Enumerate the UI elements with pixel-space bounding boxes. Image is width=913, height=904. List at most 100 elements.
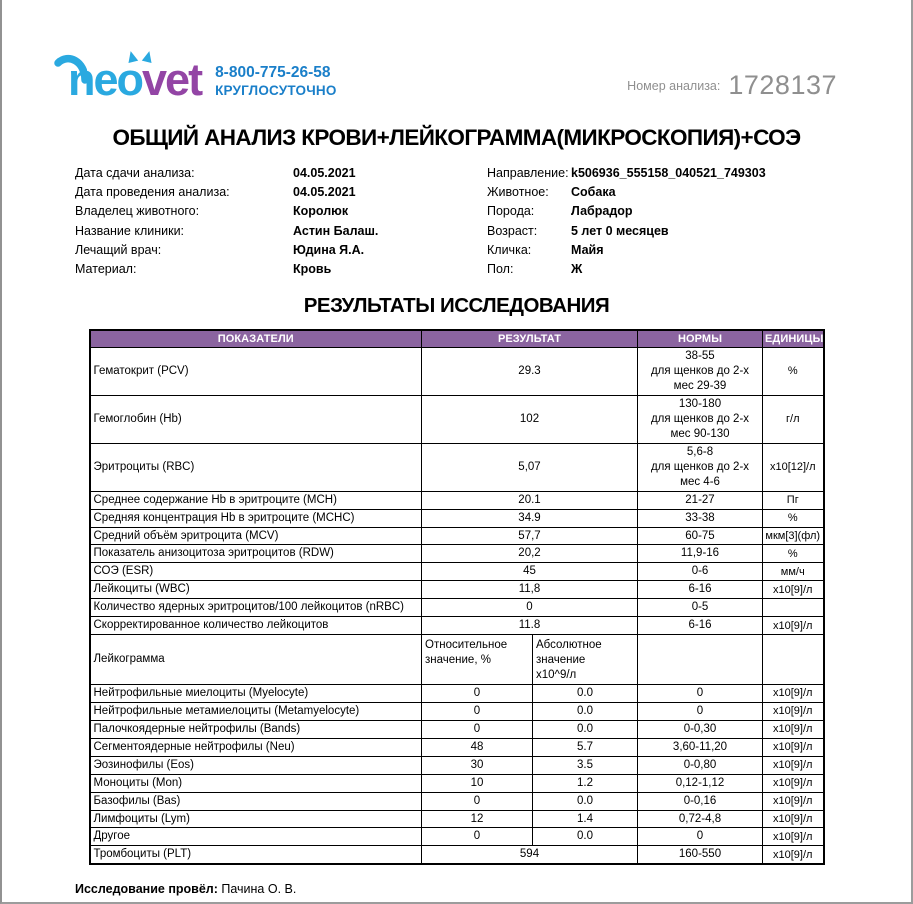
phone-number: 8-800-775-26-58 (215, 64, 331, 81)
cell-parameter: Сегментоядерные нейтрофилы (Neu) (89, 737, 422, 757)
info-row-right-4: Кличка: Майя (487, 241, 911, 260)
cell-result-relative: 0 (421, 701, 533, 721)
table-row: Тромбоциты (PLT) 594 160-550 x10[9]/л (89, 845, 824, 865)
cell-unit: x10[9]/л (762, 737, 824, 757)
info-label: Направление: (487, 166, 569, 180)
table-row: Скорректированное количество лейкоцитов 1… (89, 616, 824, 636)
column-header: ЕДИНИЦЫ (762, 329, 824, 349)
cell-parameter: Среднее содержание Hb в эритроците (MCH) (89, 490, 422, 510)
info-value: Ж (571, 262, 583, 277)
cell-norm: 60-75 (637, 526, 763, 546)
info-row-right-0: Направление: k506936_555158_040521_749303 (487, 164, 911, 183)
cell-unit: % (762, 544, 824, 564)
info-label: Порода: (487, 204, 535, 219)
performed-by-name: Пачина О. В. (221, 882, 297, 897)
info-value: Астин Балаш. (293, 223, 379, 238)
cell-parameter: Лейкограмма (89, 634, 422, 685)
cell-unit: мм/ч (762, 562, 824, 582)
cell-parameter: Нейтрофильные миелоциты (Myelocyte) (89, 683, 422, 703)
results-table-body: Гематокрит (PCV) 29.3 38-55 для щенков до … (89, 347, 824, 865)
cell-norm: 6-16 (637, 580, 763, 600)
table-row: Показатель анизоцитоза эритроцитов (RDW)… (89, 544, 824, 564)
table-row: Палочкоядерные нейтрофилы (Bands) 0 0.0 0-0… (89, 719, 824, 739)
info-label: Возраст: (487, 223, 538, 238)
cell-unit: x10[9]/л (762, 755, 824, 775)
cell-parameter: Палочкоядерные нейтрофилы (Bands) (89, 719, 422, 739)
table-row: Лимфоциты (Lym) 12 1.4 0,72-4,8 x10[9]/л (89, 809, 824, 829)
cell-result-absolute: 0.0 (532, 719, 638, 739)
info-row-left-0: Дата сдачи анализа: 04.05.2021 (75, 164, 487, 183)
cell-unit: Пг (762, 490, 824, 510)
info-label: Владелец животного: (75, 204, 200, 219)
cell-unit: x10[12]/л (762, 442, 824, 492)
cell-unit: x10[9]/л (762, 616, 824, 636)
cell-result-absolute: 5.7 (532, 737, 638, 757)
cell-norm: 0-6 (637, 562, 763, 582)
column-header: НОРМЫ (637, 329, 763, 349)
info-value: k506936_555158_040521_749303 (571, 166, 766, 180)
info-value: 04.05.2021 (293, 166, 356, 180)
cell-result-relative: 12 (421, 809, 533, 829)
cell-unit: % (762, 347, 824, 397)
cell-parameter: Моноциты (Mon) (89, 773, 422, 793)
info-row-right-3: Возраст: 5 лет 0 месяцев (487, 222, 911, 241)
cell-unit (762, 634, 824, 685)
cell-absolute-value-header: Абсолютное значение х10^9/л (532, 634, 638, 685)
cell-result: 0 (421, 598, 638, 618)
table-row: Гематокрит (PCV) 29.3 38-55 для щенков до … (89, 347, 824, 397)
table-row: Среднее содержание Hb в эритроците (MCH)… (89, 490, 824, 510)
cell-result-absolute: 1.2 (532, 773, 638, 793)
cell-parameter: Средний объём эритроцита (MCV) (89, 526, 422, 546)
cell-parameter: Эозинофилы (Eos) (89, 755, 422, 775)
info-row-right-2: Порода: Лабрадор (487, 202, 911, 221)
cell-result-absolute: 3.5 (532, 755, 638, 775)
cat-tail-icon (54, 55, 87, 84)
cell-parameter: Показатель анизоцитоза эритроцитов (RDW) (89, 544, 422, 564)
patient-info: Дата сдачи анализа: 04.05.2021 Дата провед… (2, 164, 911, 279)
cell-result-relative: 0 (421, 791, 533, 811)
cell-parameter: Нейтрофильные метамиелоциты (Metamyelocy… (89, 701, 422, 721)
info-label: Дата сдачи анализа: (75, 166, 195, 180)
info-value: Лабрадор (571, 204, 633, 219)
table-row: Нейтрофильные миелоциты (Myelocyte) 0 0.0 0… (89, 683, 824, 703)
cell-norm: 0-0,30 (637, 719, 763, 739)
cell-result-absolute: 0.0 (532, 827, 638, 847)
cell-unit: x10[9]/л (762, 580, 824, 600)
cell-norm: 0 (637, 701, 763, 721)
info-value: Майя (571, 242, 604, 257)
info-row-left-2: Владелец животного: Королюк (75, 202, 487, 221)
patient-info-right: Направление: k506936_555158_040521_749303… (487, 164, 911, 279)
cell-result-absolute: 0.0 (532, 701, 638, 721)
cell-result-absolute: 0.0 (532, 791, 638, 811)
cell-norm: 11,9-16 (637, 544, 763, 564)
info-value: Юдина Я.А. (293, 242, 365, 257)
analysis-number-block: Номер анализа: 1728137 (627, 56, 837, 101)
cell-norm: 38-55 для щенков до 2-х мес 29-39 (637, 347, 763, 397)
info-label: Пол: (487, 262, 514, 277)
cell-result: 20,2 (421, 544, 638, 564)
table-row: Базофилы (Bas) 0 0.0 0-0,16 x10[9]/л (89, 791, 824, 811)
results-table-head-row: ПОКАЗАТЕЛИ РЕЗУЛЬТАТ НОРМЫ ЕДИНИЦЫ (89, 329, 824, 349)
info-value: Кровь (293, 262, 332, 277)
cell-result: 5,07 (421, 442, 638, 492)
cell-parameter: Тромбоциты (PLT) (89, 845, 422, 865)
cell-norm: 5,6-8 для щенков до 2-х мес 4-6 (637, 442, 763, 492)
cell-unit: мкм[3](фл) (762, 526, 824, 546)
info-label: Лечащий врач: (75, 242, 162, 257)
info-value: Королюк (293, 204, 349, 219)
info-value: 5 лет 0 месяцев (571, 223, 669, 238)
performed-by-label: Исследование провёл: (75, 882, 218, 897)
cell-unit: x10[9]/л (762, 791, 824, 811)
document-title: ОБЩИЙ АНАЛИЗ КРОВИ+ЛЕЙКОГРАММА(МИКРОСКОП… (112, 125, 802, 150)
cell-unit: x10[9]/л (762, 773, 824, 793)
cell-relative-value-header: Относительное значение, % (421, 634, 533, 685)
column-header: ПОКАЗАТЕЛИ (89, 329, 422, 349)
table-row: Эритроциты (RBC) 5,07 5,6-8 для щенков до … (89, 442, 824, 492)
cell-unit: x10[9]/л (762, 683, 824, 703)
cell-result-relative: 0 (421, 719, 533, 739)
table-row: СОЭ (ESR) 45 0-6 мм/ч (89, 562, 824, 582)
logo-text-vet: vet (142, 54, 203, 105)
cell-result-relative: 48 (421, 737, 533, 757)
cell-unit: x10[9]/л (762, 719, 824, 739)
